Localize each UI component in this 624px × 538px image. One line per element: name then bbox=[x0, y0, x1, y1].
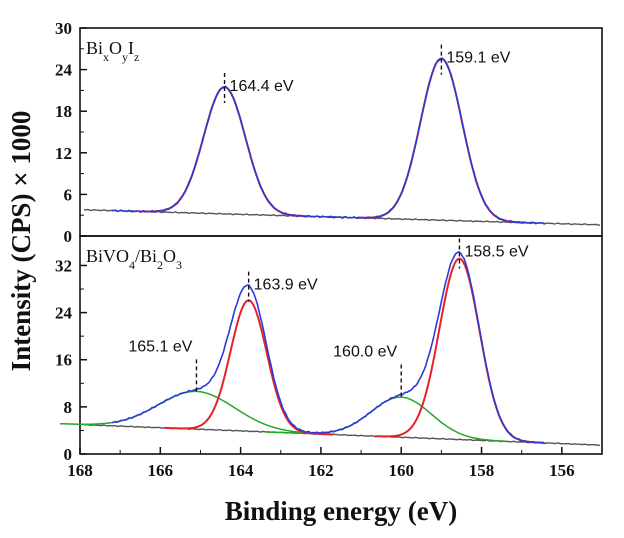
panel-label: BiVO4/Bi2O3 bbox=[86, 246, 182, 272]
panel-label-part: O bbox=[109, 38, 122, 58]
peak-label: 158.5 eV bbox=[464, 243, 528, 260]
x-tick-label: 160 bbox=[388, 461, 414, 480]
component-curve bbox=[59, 390, 301, 434]
y-tick-label: 24 bbox=[55, 304, 73, 323]
x-tick-label: 158 bbox=[469, 461, 495, 480]
panel-label-part: I bbox=[128, 38, 134, 58]
y-tick-label: 0 bbox=[64, 445, 73, 464]
peak-label: 164.4 eV bbox=[230, 78, 294, 95]
panel-frame bbox=[79, 27, 603, 237]
y-tick-label: 16 bbox=[55, 351, 72, 370]
peak-label: 159.1 eV bbox=[446, 50, 510, 67]
panel-label-part: /Bi bbox=[135, 246, 157, 266]
background-line bbox=[84, 423, 601, 447]
y-axis-title: Intensity (CPS) × 1000 bbox=[6, 111, 36, 372]
y-tick-label: 18 bbox=[55, 102, 72, 121]
y-tick-label: 12 bbox=[55, 144, 72, 163]
panel-top: 0 6 12 18 24 30 BixOyIz 164.4 eV 159.1 eV bbox=[55, 19, 603, 246]
fit-curve bbox=[375, 257, 544, 444]
panel-label-part: BiVO bbox=[86, 246, 129, 266]
x-tick-label: 166 bbox=[148, 461, 174, 480]
y-tick-label: 8 bbox=[64, 398, 73, 417]
panel-label-part: Bi bbox=[86, 38, 103, 58]
y-tick-label: 6 bbox=[64, 185, 73, 204]
panel-label-part: 3 bbox=[176, 258, 182, 272]
envelope-curve bbox=[112, 57, 546, 225]
x-tick-label: 156 bbox=[549, 461, 575, 480]
y-tick-label: 24 bbox=[55, 61, 73, 80]
fit-curve bbox=[164, 299, 333, 436]
y-tick-label: 0 bbox=[64, 227, 73, 246]
panel-label-part: O bbox=[163, 246, 176, 266]
y-tick-label: 30 bbox=[55, 19, 72, 38]
peak-label: 160.0 eV bbox=[333, 343, 397, 360]
y-tick-label: 32 bbox=[55, 256, 72, 275]
panel-label-part: x bbox=[103, 50, 109, 64]
x-tick-label: 162 bbox=[308, 461, 334, 480]
panel-label: BixOyIz bbox=[86, 38, 139, 64]
x-axis: 168 166 164 162 160 158 156 bbox=[67, 447, 575, 480]
fit-curve bbox=[357, 57, 526, 224]
envelope-curve bbox=[111, 250, 546, 445]
peak-label: 165.1 eV bbox=[128, 338, 192, 355]
panel-label-part: y bbox=[122, 50, 128, 64]
panel-label-part: 4 bbox=[129, 258, 135, 272]
peak-label: 163.9 eV bbox=[254, 277, 318, 294]
x-axis-title: Binding energy (eV) bbox=[225, 496, 458, 526]
panel-frame bbox=[79, 235, 603, 455]
x-tick-label: 164 bbox=[228, 461, 254, 480]
panel-label-part: z bbox=[134, 50, 139, 64]
fit-curve bbox=[140, 86, 309, 218]
x-tick-label: 168 bbox=[67, 461, 93, 480]
component-curve bbox=[264, 396, 506, 443]
panel-label-part: 2 bbox=[157, 258, 163, 272]
